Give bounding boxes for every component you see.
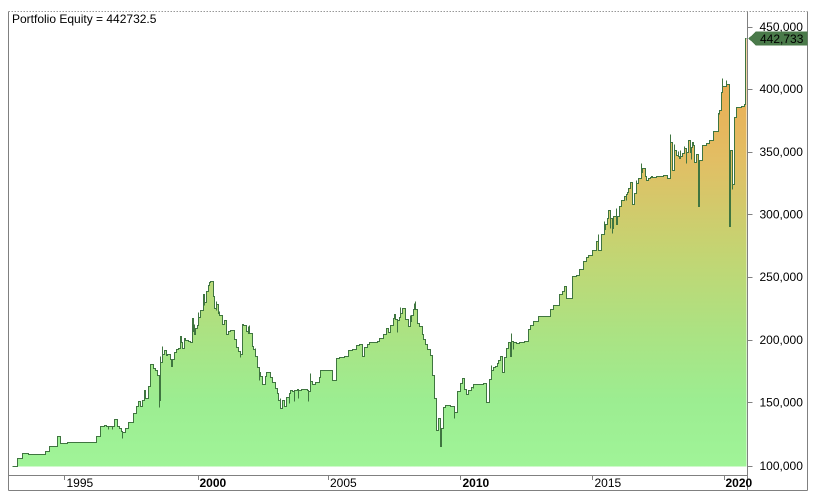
svg-text:150,000: 150,000 xyxy=(760,396,804,410)
svg-text:442,733: 442,733 xyxy=(760,32,804,46)
svg-text:1995: 1995 xyxy=(67,476,94,490)
svg-text:2020: 2020 xyxy=(726,476,753,490)
svg-text:2015: 2015 xyxy=(595,476,622,490)
svg-text:400,000: 400,000 xyxy=(760,82,804,96)
svg-text:300,000: 300,000 xyxy=(760,208,804,222)
svg-text:100,000: 100,000 xyxy=(760,459,804,473)
svg-text:2000: 2000 xyxy=(200,476,227,490)
svg-text:350,000: 350,000 xyxy=(760,145,804,159)
svg-text:2010: 2010 xyxy=(463,476,490,490)
svg-text:Portfolio Equity = 442732.5: Portfolio Equity = 442732.5 xyxy=(12,12,157,26)
svg-text:2005: 2005 xyxy=(330,476,357,490)
svg-text:450,000: 450,000 xyxy=(760,20,804,34)
svg-text:200,000: 200,000 xyxy=(760,333,804,347)
svg-text:250,000: 250,000 xyxy=(760,270,804,284)
